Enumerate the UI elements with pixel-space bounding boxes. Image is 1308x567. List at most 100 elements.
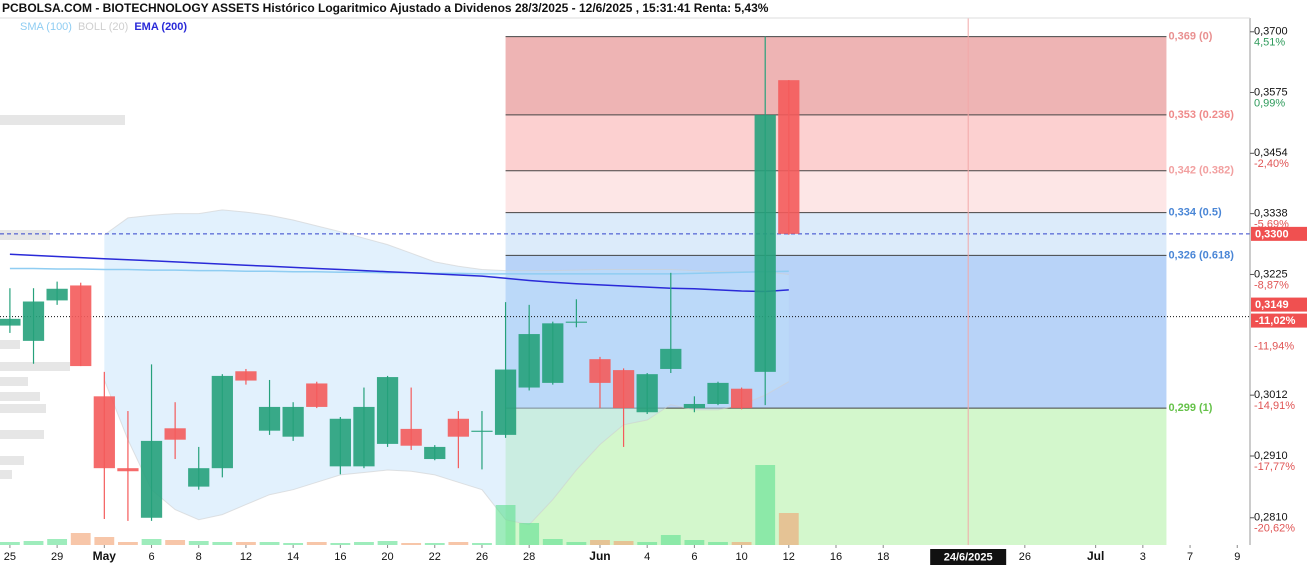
volume-bar (259, 542, 280, 545)
volume-bar (141, 539, 162, 545)
x-tick-label: 7 (1187, 551, 1193, 563)
volume-bar (330, 543, 351, 545)
candle-body (447, 418, 469, 437)
y-tick-change: -14,91% (1254, 400, 1295, 412)
y-tick-label: 0,3012 (1254, 389, 1288, 401)
y-tick-label: 0,2810 (1254, 512, 1288, 524)
candle-body (778, 80, 800, 234)
candle-body (494, 369, 517, 435)
x-tick-label: May (93, 549, 117, 563)
fib-label: 0,342 (0.382) (1168, 165, 1234, 177)
legend-item: EMA (200) (134, 21, 187, 33)
y-tick-label: 0,3575 (1254, 86, 1288, 98)
boll-band (104, 209, 789, 525)
candle-body (282, 406, 304, 437)
volume-bar (566, 542, 587, 545)
volume-bar (448, 542, 469, 545)
volume-bar (424, 543, 445, 545)
candle-body (329, 418, 351, 467)
volume-bar (613, 541, 634, 545)
candle-body (730, 388, 753, 409)
x-tick-label: 12 (240, 551, 252, 563)
candle-body (376, 377, 399, 444)
x-tick-label: 12 (783, 551, 795, 563)
y-tick-change: 4,51% (1254, 37, 1285, 49)
ref-price-label-box (1251, 297, 1307, 312)
y-tick-change: -8,87% (1254, 279, 1289, 291)
fib-label: 0,299 (1) (1168, 402, 1212, 414)
candle-body (565, 321, 587, 323)
x-tick-label: Jul (1087, 549, 1104, 563)
candle-body (471, 430, 493, 432)
fib-label: 0,369 (0) (1168, 30, 1212, 42)
volume-bar (23, 541, 44, 545)
y-tick-change: 0,99% (1254, 97, 1285, 109)
x-tick-label: 10 (735, 551, 747, 563)
volume-bar (70, 533, 91, 545)
last-price-label-box (1251, 226, 1307, 241)
y-tick-change: -11,94% (1254, 341, 1294, 353)
candle-body (683, 403, 706, 409)
candle-body (93, 396, 115, 469)
candle-body (22, 301, 45, 341)
candle-body (636, 374, 658, 413)
y-tick-label: 0,2910 (1254, 450, 1288, 462)
volume-bar (472, 543, 492, 545)
volume-bar (306, 542, 327, 545)
ref-change-label-box (1251, 313, 1307, 328)
candle-body (660, 348, 682, 369)
volume-bar (212, 542, 233, 545)
candle-body (140, 440, 163, 518)
left-profile (0, 115, 125, 479)
y-tick-label: 0,3454 (1254, 147, 1288, 159)
ref-price-label: 0,3149 (1255, 299, 1289, 311)
candle-body (353, 406, 375, 467)
date-highlight: 24/6/2025 (944, 551, 993, 563)
ema-line (9, 253, 789, 293)
x-tick-label: 25 (4, 551, 16, 563)
volume-bar (660, 535, 681, 545)
volume-bar (755, 465, 776, 545)
x-tick-label: 3 (1140, 551, 1146, 563)
candle-body (70, 285, 92, 367)
volume-bar (354, 542, 374, 545)
fib-label: 0,353 (0.236) (1168, 109, 1234, 121)
y-tick-change: -2,40% (1254, 158, 1289, 170)
volume-bar (590, 540, 610, 545)
date-highlight-box (930, 549, 1007, 565)
volume-bar (0, 542, 20, 545)
fib-zone (505, 36, 1167, 115)
candle-body (542, 323, 564, 383)
candle-body (117, 468, 139, 472)
candle-body (188, 468, 210, 487)
x-tick-label: 29 (51, 551, 63, 563)
x-tick-label: 22 (429, 551, 441, 563)
legend-item: SMA (100) (20, 21, 72, 33)
y-tick-change: -20,62% (1254, 523, 1295, 535)
volume-bar (236, 542, 256, 545)
candle-body (400, 428, 422, 446)
x-tick-label: 16 (830, 551, 842, 563)
volume-bar (188, 541, 209, 545)
candle-body (0, 318, 21, 326)
volume-bar (684, 540, 705, 545)
candle-body (235, 371, 257, 381)
y-tick-change: -17,77% (1254, 461, 1295, 473)
x-tick-label: 6 (148, 551, 154, 563)
fib-label: 0,334 (0.5) (1168, 206, 1222, 218)
candle-body (612, 370, 635, 409)
volume-bar (118, 542, 138, 545)
candle-body (424, 446, 446, 460)
x-tick-label: Jun (589, 549, 610, 563)
volume-bar (495, 505, 516, 545)
volume-bar (165, 540, 186, 545)
legend-item: BOLL (20) (78, 21, 128, 33)
candle-body (164, 428, 186, 440)
volume-bar (94, 537, 115, 545)
volume-bar (731, 542, 752, 545)
candle-body (258, 406, 281, 431)
x-tick-label: 4 (644, 551, 650, 563)
candle-body (518, 334, 540, 388)
candle-body (211, 375, 233, 469)
